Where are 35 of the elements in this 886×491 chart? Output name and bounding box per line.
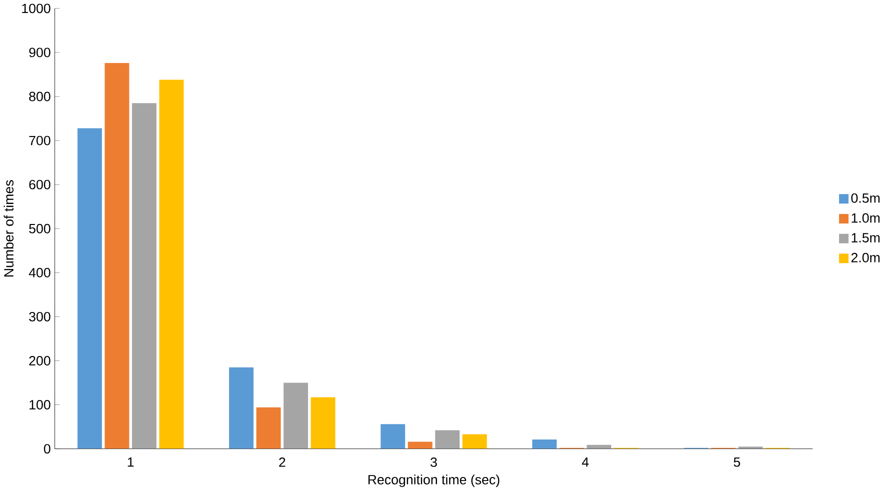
bar (532, 440, 557, 449)
x-axis-title: Recognition time (sec) (368, 474, 500, 488)
bar (256, 408, 281, 449)
legend-label: 1.5m (852, 233, 880, 243)
y-tick-label: 1000 (22, 4, 50, 14)
bar (435, 430, 460, 449)
legend-label: 1.0m (852, 213, 880, 223)
bar (104, 63, 130, 449)
y-tick-label: 400 (28, 268, 50, 278)
x-tick-label: 1 (128, 458, 134, 467)
x-tick-label: 2 (279, 458, 286, 467)
y-tick-label: 100 (30, 400, 50, 410)
y-tick-label: 300 (29, 312, 50, 322)
bar (380, 424, 406, 449)
x-tick-label: 5 (734, 458, 740, 467)
bar (77, 128, 102, 449)
bar (159, 80, 184, 449)
y-tick-label: 700 (29, 136, 50, 146)
bar (229, 367, 254, 449)
legend-label: 0.5m (851, 194, 880, 203)
bar (132, 103, 156, 449)
y-tick-label: 500 (29, 224, 50, 234)
y-tick-label: 0 (44, 444, 50, 454)
bar (310, 397, 336, 449)
y-tick-label: 900 (29, 48, 50, 58)
bar (284, 382, 308, 449)
y-tick-label: 200 (29, 356, 50, 366)
x-tick-label: 4 (582, 458, 589, 467)
bar (408, 442, 432, 449)
y-axis-title: Number of times (4, 180, 14, 277)
y-tick-label: 600 (29, 180, 50, 190)
x-tick-label: 3 (430, 458, 437, 468)
legend-label: 2.0m (851, 253, 880, 262)
bar (462, 434, 487, 449)
y-tick-label: 800 (29, 92, 50, 102)
